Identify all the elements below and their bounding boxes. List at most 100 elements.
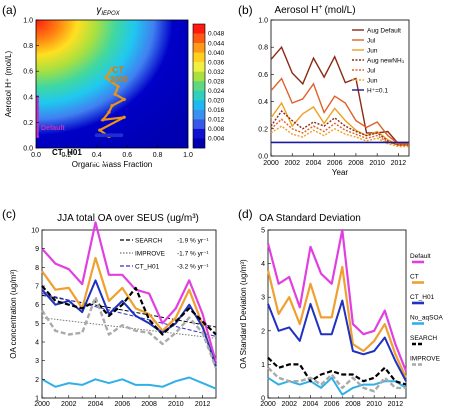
panel-b-legend-label: Aug newNH₃ — [367, 57, 405, 64]
panel-d-legend-label: SEARCH — [410, 335, 437, 342]
panel-b-series-line — [270, 45, 409, 145]
panel-a-annotation: Default — [41, 125, 65, 132]
panel-d-xtick-label: 2010 — [366, 401, 382, 407]
panel-b-legend-label: Aug Default — [367, 27, 401, 34]
panel-a-annotation: CT_H01 — [52, 148, 82, 157]
colorbar-swatch — [193, 24, 205, 34]
panel-c-ytick-label: 8 — [35, 265, 39, 272]
panel-b-legend-label: Jun — [367, 77, 378, 84]
default-point — [36, 100, 39, 104]
panel-a-ytick-label: 0.6 — [23, 69, 33, 76]
panel-a-xtick-label: 0.8 — [153, 152, 163, 159]
panel-a-ytick-label: 0.8 — [23, 43, 33, 50]
panel-c-xtick-label: 2004 — [88, 401, 104, 407]
panel-d-xtick-label: 2000 — [260, 401, 276, 407]
colorbar-swatch — [193, 81, 205, 92]
panel-d-xtick-label: 2008 — [345, 401, 361, 407]
panel-a-annotation: 2000 — [110, 75, 128, 84]
ct-point — [110, 67, 114, 71]
colorbar-swatch — [193, 62, 205, 72]
colorbar-swatch — [193, 33, 205, 44]
colorbar-swatch — [193, 43, 205, 53]
panel-d-series-line — [267, 299, 407, 382]
panel-d-legend-label: IMPROVE — [410, 356, 441, 363]
panel-b-title: Aerosol H+ (mol/L) — [274, 4, 355, 16]
panel-d-ytick-label: 4 — [261, 261, 265, 268]
ct-point — [122, 97, 126, 101]
panel-b-xtick-label: 2002 — [284, 160, 300, 167]
panel-b-series-line — [270, 118, 409, 146]
heatmap-field — [36, 20, 188, 148]
panel-c-legend-trend: -3.2 % yr⁻¹ — [177, 263, 209, 270]
ct-point — [113, 92, 117, 96]
panel-b-xtick-label: 2004 — [306, 160, 322, 167]
ct-point — [104, 76, 108, 80]
panel-d-legend-label: No_aqSOA — [410, 315, 444, 322]
panel-d-ytick-label: 0 — [261, 396, 265, 403]
panel-a-xtick-label: 0.6 — [122, 152, 132, 159]
default-point — [36, 123, 39, 127]
panel-b-ytick-label: 0.6 — [258, 72, 268, 79]
colorbar-swatch — [193, 71, 205, 82]
panel-d-series-line — [266, 265, 408, 379]
panel-d-legend-label: CT_H01 — [410, 294, 435, 301]
ct-point — [122, 115, 126, 119]
heatmap-frame — [35, 19, 189, 149]
panel-b-xtick-label: 2000 — [263, 160, 279, 167]
panel-a-title: γIEPOX — [96, 5, 120, 17]
colorbar-swatch — [193, 119, 205, 130]
panel-a-annotation: CT — [112, 65, 124, 75]
colorbar-swatch — [193, 128, 205, 139]
panel-c-ytick-label: 9 — [35, 246, 39, 253]
default-point — [36, 108, 39, 112]
ct-h01-point — [119, 133, 124, 138]
panel-a-ytick-label: 0.0 — [23, 146, 33, 153]
panel-c-ylabel: OA concentration (ug/m³) — [9, 269, 18, 359]
panel-c-legend-trend: -1.7 % yr⁻¹ — [177, 250, 209, 257]
panel-c-xtick-label: 2010 — [168, 401, 184, 407]
panel-d-title: OA Standard Deviation — [259, 213, 361, 224]
panel-b-xlabel: Year — [332, 168, 349, 177]
panel-b-ytick-label: 1.0 — [258, 18, 268, 25]
ct-h01-point — [110, 133, 114, 138]
panel-b-ytick-label: 0.4 — [258, 99, 268, 106]
panel-c-series-line — [41, 221, 218, 363]
colorbar-tick-label: 0.040 — [208, 50, 225, 57]
panel-c-ytick-label: 6 — [35, 302, 39, 309]
panel-c-ytick-label: 1 — [35, 396, 39, 403]
panel-b-legend-label: H⁺=0.1 — [367, 87, 388, 94]
ct-point — [101, 118, 105, 122]
panel-b-ytick-label: 0.2 — [258, 126, 268, 133]
panel-c-trend-line — [41, 294, 217, 328]
panel-c-legend-trend: -1.9 % yr⁻¹ — [177, 237, 209, 244]
default-point — [36, 118, 39, 122]
colorbar-tick-label: 0.020 — [208, 98, 225, 105]
ct-point — [98, 128, 102, 132]
panel-c-title: JJA total OA over SEUS (ug/m³) — [57, 213, 199, 224]
ct-h01-point — [100, 133, 105, 138]
panel-c-ytick-label: 7 — [35, 284, 39, 291]
panel-c-xtick-label: 2002 — [61, 401, 77, 407]
panel-d: (d) OA Standard Deviation 2000 2002 2004 20… — [238, 207, 444, 407]
panel-d-series-line — [267, 366, 406, 393]
panel-c-label: (c) — [2, 207, 16, 221]
panel-c-ytick-label: 3 — [35, 358, 39, 365]
colorbar-frame — [192, 23, 206, 149]
panel-a-title-subscript: IEPOX — [101, 11, 120, 17]
colorbar-tick-label: 0.008 — [208, 126, 225, 133]
panel-b-title-super: + — [318, 4, 322, 11]
colorbar-swatch — [193, 100, 205, 111]
colorbar-swatch — [193, 138, 205, 149]
default-point — [36, 128, 39, 132]
panel-a-title-symbol: γ — [96, 5, 102, 16]
panel-b-xtick-label: 2006 — [327, 160, 343, 167]
panel-a-ylabel: Aerosol H⁺ (mol/L) — [4, 50, 13, 117]
panel-c-legend-label: CT_H01 — [135, 263, 160, 270]
colorbar-tick-label: 0.044 — [208, 40, 225, 47]
colorbar-tick-label: 0.048 — [208, 31, 225, 38]
panel-d-xtick-label: 2002 — [281, 401, 297, 407]
panel-b-title-text: Aerosol H — [274, 5, 318, 16]
panel-d-series-line — [267, 356, 407, 386]
panel-d-series-line — [266, 228, 408, 372]
